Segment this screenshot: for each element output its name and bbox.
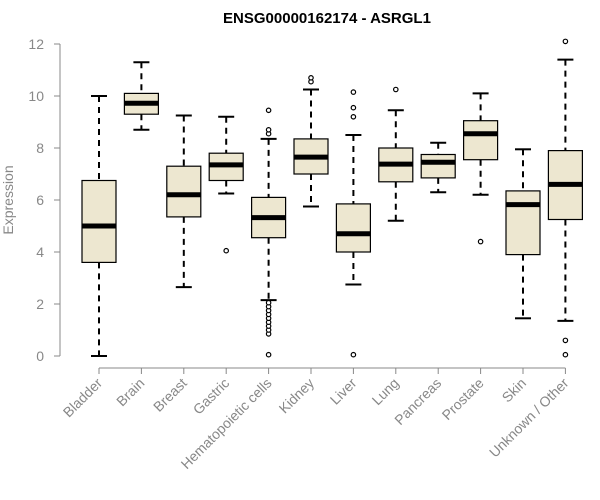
box-group [123, 61, 160, 131]
box-group [378, 86, 414, 222]
outlier-point [223, 247, 230, 254]
box [335, 203, 371, 253]
y-tick-label: 6 [36, 192, 44, 208]
outlier-point [265, 107, 272, 114]
outlier-point [562, 351, 569, 358]
box [166, 165, 202, 218]
box [463, 120, 499, 161]
box-group [208, 115, 244, 254]
y-tick-label: 8 [36, 140, 44, 156]
box [420, 153, 456, 179]
box-group [335, 89, 371, 358]
x-tick-label: Unknown / Other [486, 375, 572, 461]
box-group [81, 95, 117, 357]
outlier-point [265, 299, 272, 306]
y-axis-label: Expression [0, 165, 16, 234]
box-group [251, 107, 287, 358]
box-group [293, 75, 329, 208]
outlier-point [350, 104, 357, 111]
outlier-point [308, 75, 314, 81]
x-tick-label: Skin [499, 375, 530, 406]
x-tick-label: Liver [327, 375, 360, 408]
outlier-point [350, 351, 357, 358]
box [81, 179, 117, 264]
box [505, 190, 541, 256]
outlier-point [562, 337, 569, 344]
x-tick-label: Kidney [276, 375, 318, 417]
outlier-point [265, 351, 272, 358]
plot-area [81, 38, 584, 358]
box-group [166, 114, 202, 289]
x-tick-label: Bladder [60, 375, 106, 421]
y-tick-label: 0 [36, 348, 44, 364]
outlier-point [562, 38, 569, 45]
box-group [505, 148, 541, 320]
outlier-point [350, 89, 357, 95]
x-tick-label: Brain [113, 375, 147, 409]
outlier-point [477, 238, 484, 245]
x-tick-label: Pancreas [391, 375, 444, 428]
outlier-point [265, 127, 272, 133]
box-group [547, 38, 584, 358]
y-tick-label: 12 [28, 36, 44, 52]
x-tick-label: Breast [150, 375, 190, 415]
y-tick-label: 10 [28, 88, 44, 104]
x-tick-label: Prostate [439, 375, 487, 423]
outlier-point [392, 86, 399, 93]
outlier-point [350, 114, 357, 120]
y-axis: 0 2 4 6 8 10 12 [28, 36, 61, 364]
y-tick-label: 4 [36, 244, 44, 260]
box-group [463, 92, 499, 245]
chart-title: ENSG00000162174 - ASRGL1 [223, 10, 431, 27]
box-group [420, 141, 456, 194]
y-tick-label: 2 [36, 296, 44, 312]
x-tick-label: Lung [369, 375, 402, 408]
